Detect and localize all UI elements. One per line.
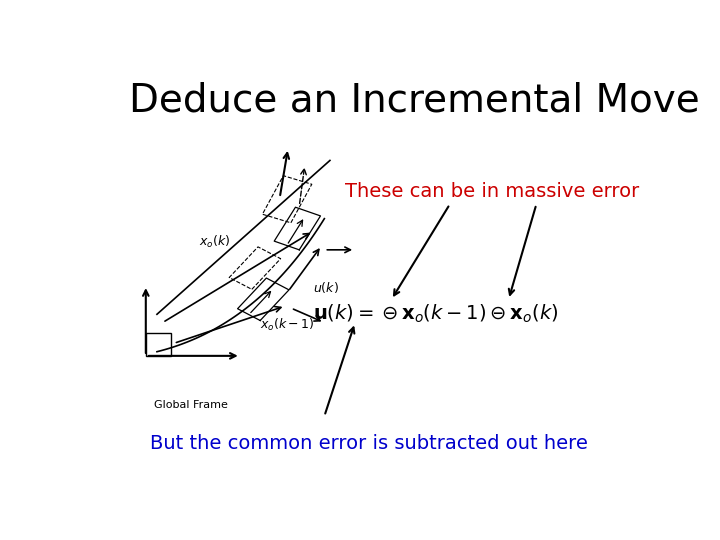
- Text: Deduce an Incremental Move: Deduce an Incremental Move: [129, 82, 700, 119]
- Text: $u(k)$: $u(k)$: [313, 280, 339, 295]
- Text: $x_o(k-1)$: $x_o(k-1)$: [260, 316, 315, 333]
- Text: These can be in massive error: These can be in massive error: [345, 182, 639, 201]
- Text: Global Frame: Global Frame: [154, 400, 228, 409]
- Text: But the common error is subtracted out here: But the common error is subtracted out h…: [150, 434, 588, 453]
- Text: $\mathbf{u}(k) = \ominus\mathbf{x}_o(k-1) \ominus \mathbf{x}_o(k)$: $\mathbf{u}(k) = \ominus\mathbf{x}_o(k-1…: [313, 303, 559, 326]
- Text: $x_o(k)$: $x_o(k)$: [199, 233, 230, 249]
